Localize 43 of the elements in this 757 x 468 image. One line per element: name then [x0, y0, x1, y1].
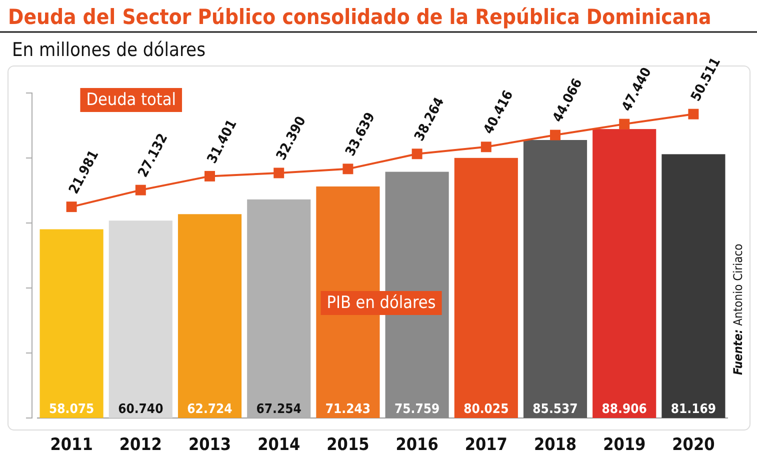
x-tick-label: 2017 — [464, 435, 508, 456]
data-label: 71.243 — [325, 402, 371, 417]
point — [342, 164, 354, 174]
data-label: 75.759 — [394, 402, 440, 417]
x-tick-label: 2018 — [534, 435, 577, 456]
x-tick-label: 2020 — [672, 435, 715, 456]
data-label: 62.724 — [187, 402, 232, 417]
point — [480, 142, 492, 152]
bar — [523, 140, 588, 418]
bar — [40, 229, 104, 418]
data-label: 85.537 — [532, 402, 578, 417]
point — [412, 148, 422, 160]
bar — [108, 220, 172, 418]
x-tick-label: 2015 — [326, 435, 370, 456]
x-tick-label: 2013 — [188, 435, 232, 456]
x-tick-label: 2011 — [50, 435, 93, 456]
bar — [662, 154, 726, 418]
point — [204, 170, 215, 182]
data-label: 81.169 — [670, 402, 716, 417]
point — [66, 202, 77, 212]
x-tick-label: 2014 — [258, 435, 300, 456]
point — [135, 184, 146, 196]
chart-title: Deuda del Sector Público consolidado de la República Dominicana — [8, 5, 712, 29]
data-label: 80.025 — [464, 402, 509, 417]
point — [619, 118, 630, 130]
point — [274, 168, 284, 178]
data-label: 88.906 — [602, 402, 647, 417]
data-label: 60.740 — [118, 402, 164, 417]
chart-subtitle: En millones de dólares — [12, 39, 206, 61]
data-label: 67.254 — [256, 402, 302, 417]
point — [688, 108, 699, 120]
x-tick-label: 2016 — [396, 435, 438, 456]
x-tick-label: 2012 — [119, 435, 162, 456]
series-label: PIB en dólares — [326, 293, 436, 313]
bar — [247, 199, 311, 418]
text: Deuda total — [86, 90, 176, 110]
source-note: Fuente: Antonio Ciriaco — [731, 243, 745, 375]
bar — [178, 214, 242, 418]
point — [550, 130, 560, 140]
bar — [592, 129, 656, 418]
bar — [454, 158, 518, 418]
x-tick-label: 2019 — [603, 435, 646, 456]
data-label: 58.075 — [48, 402, 94, 417]
